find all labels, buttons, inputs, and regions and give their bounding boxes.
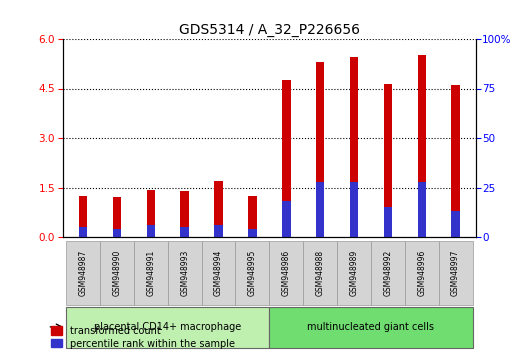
Bar — [146, 190, 155, 237]
Bar — [66, 241, 100, 305]
Bar — [371, 241, 405, 305]
Text: GSM948993: GSM948993 — [180, 249, 189, 296]
Text: multinucleated giant cells: multinucleated giant cells — [308, 322, 435, 332]
Text: placental CD14+ macrophage: placental CD14+ macrophage — [94, 322, 242, 332]
Legend: transformed count, percentile rank within the sample: transformed count, percentile rank withi… — [47, 322, 239, 353]
Bar — [451, 211, 460, 237]
Bar — [451, 85, 460, 237]
Bar — [248, 196, 257, 237]
Bar — [134, 241, 168, 305]
Bar — [180, 191, 189, 237]
Bar — [350, 182, 358, 237]
Bar — [113, 229, 121, 237]
Bar — [405, 241, 439, 305]
Bar — [66, 307, 269, 348]
Text: GSM948997: GSM948997 — [451, 249, 460, 296]
Bar — [248, 229, 257, 237]
Text: GSM948995: GSM948995 — [248, 249, 257, 296]
Bar — [146, 225, 155, 237]
Bar — [350, 57, 358, 237]
Text: GSM948996: GSM948996 — [417, 249, 426, 296]
Text: GSM948987: GSM948987 — [78, 250, 87, 296]
Bar — [100, 241, 134, 305]
Bar — [282, 201, 290, 237]
Text: GSM948986: GSM948986 — [282, 250, 291, 296]
Bar — [269, 307, 473, 348]
Text: GSM948992: GSM948992 — [383, 250, 392, 296]
Bar — [235, 241, 269, 305]
Bar — [214, 225, 223, 237]
Bar — [201, 241, 235, 305]
Bar — [316, 182, 324, 237]
Bar — [79, 196, 87, 237]
Bar — [168, 241, 201, 305]
Bar — [180, 227, 189, 237]
Bar — [79, 227, 87, 237]
Bar — [417, 182, 426, 237]
Bar — [269, 241, 303, 305]
Bar — [439, 241, 473, 305]
Bar — [337, 241, 371, 305]
Bar — [214, 181, 223, 237]
Bar — [282, 80, 290, 237]
Text: GSM948991: GSM948991 — [146, 250, 155, 296]
Text: GSM948990: GSM948990 — [112, 249, 121, 296]
Bar — [417, 56, 426, 237]
Text: GSM948994: GSM948994 — [214, 249, 223, 296]
Text: GSM948988: GSM948988 — [316, 250, 325, 296]
Bar — [384, 207, 392, 237]
Bar — [384, 84, 392, 237]
Bar — [316, 62, 324, 237]
Text: GSM948989: GSM948989 — [349, 250, 358, 296]
Bar — [113, 197, 121, 237]
Bar — [303, 241, 337, 305]
Title: GDS5314 / A_32_P226656: GDS5314 / A_32_P226656 — [179, 23, 360, 36]
